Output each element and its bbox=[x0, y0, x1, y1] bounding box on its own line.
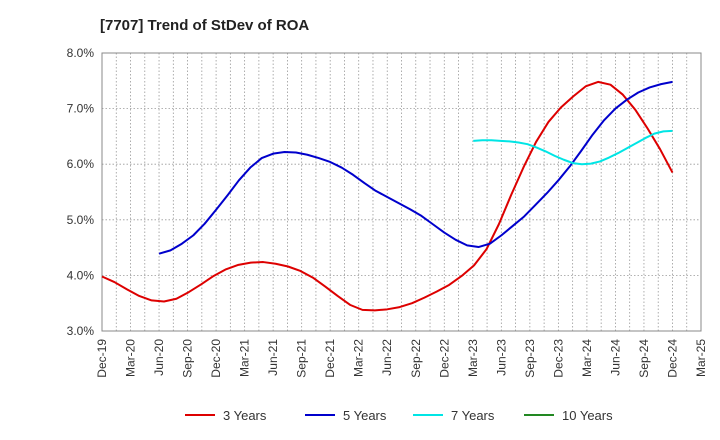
chart-grid bbox=[102, 53, 701, 331]
x-tick-label: Jun-21 bbox=[266, 339, 280, 376]
x-tick-label: Dec-21 bbox=[323, 339, 337, 378]
x-tick-label: Sep-23 bbox=[523, 339, 537, 378]
y-tick-label: 4.0% bbox=[67, 268, 95, 282]
x-tick-label: Mar-23 bbox=[466, 339, 480, 377]
x-tick-label: Sep-20 bbox=[181, 339, 195, 378]
legend-label: 3 Years bbox=[223, 408, 267, 423]
series-lines bbox=[101, 80, 674, 312]
series-line bbox=[473, 129, 673, 166]
legend: 3 Years 5 Years 7 Years 10 Years bbox=[185, 408, 613, 423]
y-axis: 3.0% 4.0% 5.0% 6.0% 7.0% 8.0% bbox=[67, 46, 95, 338]
x-tick-label: Jun-22 bbox=[380, 339, 394, 376]
x-tick-label: Mar-20 bbox=[124, 339, 138, 377]
x-axis: Dec-19 Mar-20 Jun-20 Sep-20 Dec-20 Mar-21 Jun-… bbox=[95, 339, 708, 378]
legend-label: 7 Years bbox=[451, 408, 495, 423]
y-tick-label: 8.0% bbox=[67, 46, 95, 60]
x-tick-label: Mar-25 bbox=[694, 339, 708, 377]
x-tick-label: Sep-21 bbox=[295, 339, 309, 378]
x-tick-label: Sep-22 bbox=[409, 339, 423, 378]
x-tick-label: Jun-23 bbox=[494, 339, 508, 376]
y-tick-label: 7.0% bbox=[67, 102, 95, 116]
x-tick-label: Mar-21 bbox=[238, 339, 252, 377]
x-tick-label: Sep-24 bbox=[637, 339, 651, 378]
x-tick-label: Dec-22 bbox=[437, 339, 451, 378]
legend-label: 5 Years bbox=[343, 408, 387, 423]
x-tick-label: Mar-24 bbox=[580, 339, 594, 377]
y-tick-label: 3.0% bbox=[67, 324, 95, 338]
y-tick-label: 5.0% bbox=[67, 213, 95, 227]
x-tick-label: Dec-20 bbox=[209, 339, 223, 378]
y-tick-label: 6.0% bbox=[67, 157, 95, 171]
x-tick-label: Jun-24 bbox=[608, 339, 622, 376]
series-line bbox=[158, 80, 673, 255]
x-tick-label: Jun-20 bbox=[152, 339, 166, 376]
legend-label: 10 Years bbox=[562, 408, 613, 423]
x-tick-label: Mar-22 bbox=[352, 339, 366, 377]
plot-area bbox=[101, 52, 702, 332]
x-tick-label: Dec-24 bbox=[665, 339, 679, 378]
x-tick-label: Dec-19 bbox=[95, 339, 109, 378]
chart-title: [7707] Trend of StDev of ROA bbox=[100, 17, 309, 34]
series-line bbox=[101, 80, 674, 312]
x-tick-label: Dec-23 bbox=[551, 339, 565, 378]
